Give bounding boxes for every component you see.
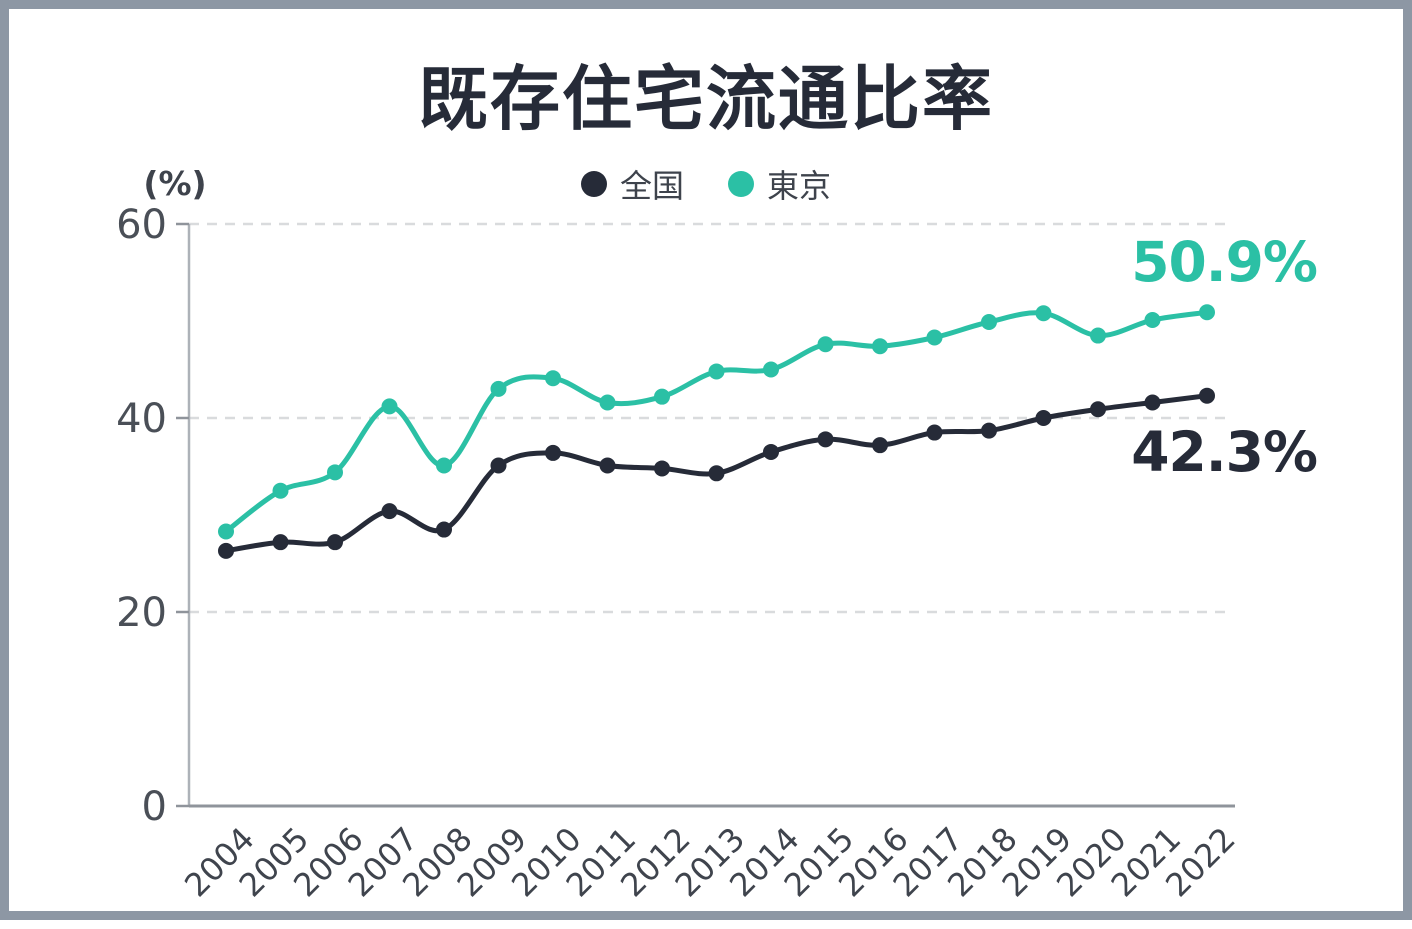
data-point-zenkoku-2011: [600, 458, 616, 474]
data-point-zenkoku-2016: [872, 437, 888, 453]
data-point-tokyo-2020: [1090, 328, 1106, 344]
y-tick-label-20: 20: [116, 590, 167, 636]
data-point-tokyo-2010: [545, 370, 561, 386]
data-point-zenkoku-2015: [818, 431, 834, 447]
data-point-zenkoku-2018: [981, 423, 997, 439]
data-point-tokyo-2011: [600, 394, 616, 410]
data-point-tokyo-2021: [1145, 312, 1161, 328]
data-point-tokyo-2013: [709, 363, 725, 379]
data-point-zenkoku-2004: [218, 543, 234, 559]
data-point-tokyo-2019: [1036, 305, 1052, 321]
data-point-tokyo-2015: [818, 336, 834, 352]
data-point-tokyo-2018: [981, 314, 997, 330]
data-point-zenkoku-2009: [491, 458, 507, 474]
data-point-zenkoku-2022: [1199, 388, 1215, 404]
data-point-zenkoku-2010: [545, 445, 561, 461]
data-point-zenkoku-2012: [654, 460, 670, 476]
data-point-tokyo-2014: [763, 362, 779, 378]
data-point-tokyo-2022: [1199, 304, 1215, 320]
y-tick-label-60: 60: [116, 202, 167, 248]
data-point-zenkoku-2019: [1036, 410, 1052, 426]
y-axis-unit-label: (%): [143, 164, 206, 203]
series-line-tokyo: [226, 312, 1207, 531]
data-point-zenkoku-2014: [763, 444, 779, 460]
data-point-tokyo-2004: [218, 523, 234, 539]
data-point-zenkoku-2006: [327, 534, 343, 550]
zenkoku-end-label: 42.3%: [1049, 425, 1317, 480]
data-point-zenkoku-2017: [927, 425, 943, 441]
y-tick-label-0: 0: [142, 784, 167, 830]
tokyo-end-label: 50.9%: [1049, 235, 1317, 290]
data-point-tokyo-2008: [436, 458, 452, 474]
data-point-zenkoku-2013: [709, 465, 725, 481]
data-point-zenkoku-2005: [273, 534, 289, 550]
data-point-tokyo-2007: [382, 398, 398, 414]
data-point-tokyo-2016: [872, 338, 888, 354]
data-point-tokyo-2017: [927, 329, 943, 345]
data-point-tokyo-2012: [654, 389, 670, 405]
data-point-zenkoku-2021: [1145, 394, 1161, 410]
data-point-zenkoku-2007: [382, 503, 398, 519]
y-tick-label-40: 40: [116, 396, 167, 442]
data-point-zenkoku-2020: [1090, 401, 1106, 417]
data-point-tokyo-2009: [491, 381, 507, 397]
data-point-tokyo-2005: [273, 483, 289, 499]
data-point-zenkoku-2008: [436, 522, 452, 538]
data-point-tokyo-2006: [327, 464, 343, 480]
